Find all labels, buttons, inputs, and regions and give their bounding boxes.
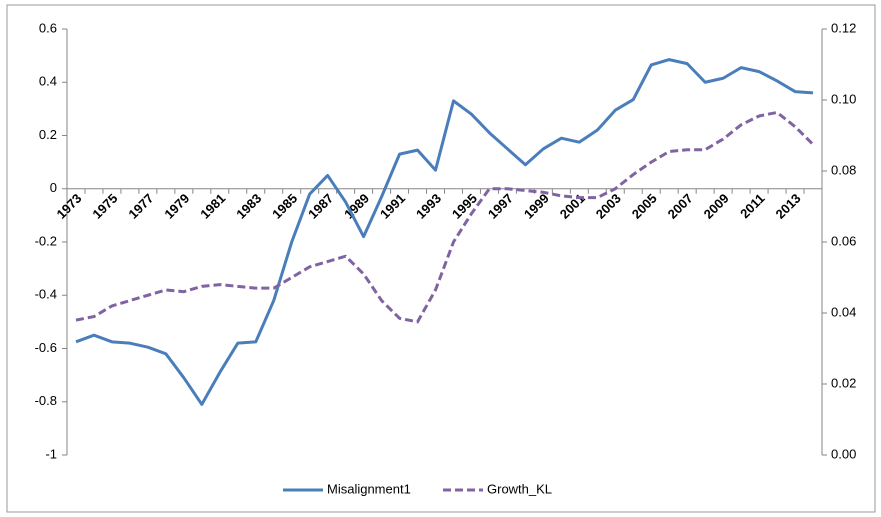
chart-border [6,4,876,513]
y-tick-label: -0.6 [35,340,57,355]
series-line [75,58,814,406]
series-line [75,110,815,324]
y2-tick-label: 0.12 [831,20,856,35]
legend-label: Growth_KL [487,481,552,496]
y-tick-label: -0.2 [35,233,57,248]
y2-tick-label: 0.10 [831,91,856,106]
y-tick-label: 0.6 [39,20,57,35]
y2-tick-label: 0.08 [831,162,856,177]
y-tick-label: 0 [50,180,57,195]
legend-label: Misalignment1 [327,481,411,496]
y-tick-label: 0.2 [39,127,57,142]
y-tick-label: -0.4 [35,287,57,302]
y2-tick-label: 0.06 [831,233,856,248]
y-tick-label: 0.4 [39,74,57,89]
y-tick-label: -0.8 [35,393,57,408]
y2-tick-label: 0.02 [831,375,856,390]
y2-tick-label: 0.00 [831,446,856,461]
y2-tick-label: 0.04 [831,304,856,319]
y-tick-label: -1 [45,446,57,461]
